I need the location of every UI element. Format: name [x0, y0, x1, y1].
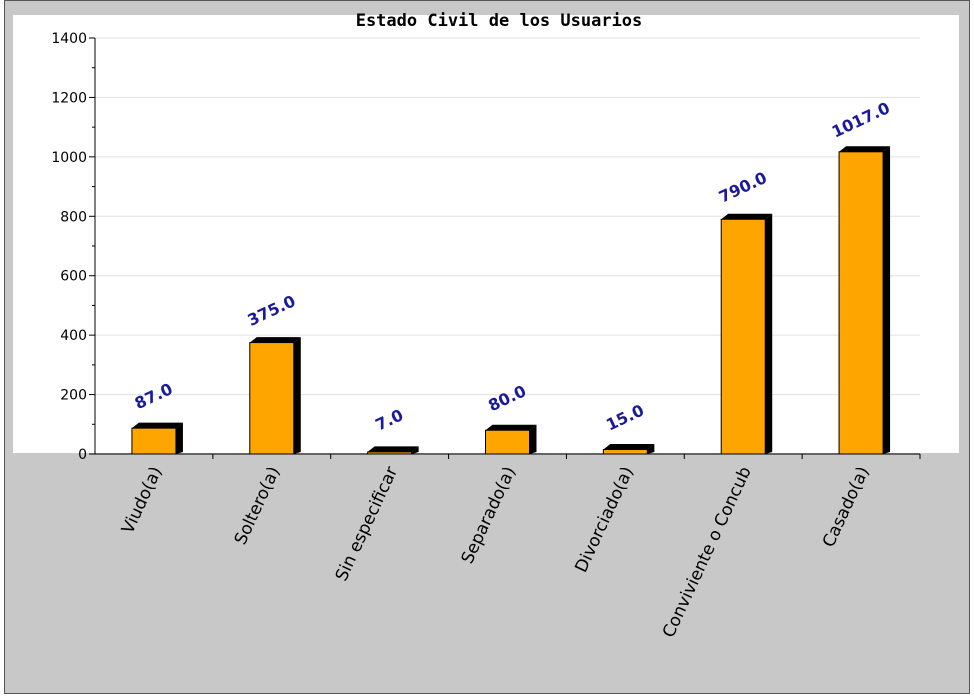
bar-side: [411, 446, 419, 454]
y-tick-label: 600: [60, 269, 87, 285]
x-tick-label: Soltero(a): [231, 464, 285, 548]
bar-top: [485, 424, 537, 431]
chart-frame: Estado Civil de los Usuarios 0 200 400 600 8…: [4, 0, 970, 694]
bar-chart: Estado Civil de los Usuarios 0 200 400 600 8…: [13, 11, 959, 641]
x-tick-label: Conviviente o Concub: [659, 464, 756, 641]
y-tick-label: 1200: [51, 90, 87, 106]
chart-title: Estado Civil de los Usuarios: [356, 11, 643, 31]
bar: [485, 429, 530, 455]
y-tick-label: 200: [60, 388, 87, 404]
bar: [602, 449, 648, 455]
y-tick-label: 1000: [51, 150, 87, 166]
y-tick-label: 0: [78, 447, 87, 463]
plot-background: [13, 15, 959, 453]
bar-top: [603, 444, 655, 450]
bar: [131, 427, 177, 455]
bar-top: [131, 422, 183, 429]
x-tick-label: Viudo(a): [118, 464, 166, 537]
bar-side: [647, 444, 655, 454]
bar-top: [367, 446, 419, 452]
bar-top: [249, 337, 301, 343]
y-tick-label: 1400: [51, 31, 87, 47]
bar-side: [293, 337, 301, 454]
bar: [720, 218, 766, 455]
bar-side: [175, 422, 183, 454]
x-tick-label: Separado(a): [458, 464, 520, 567]
x-tick-label: Divorciado(a): [571, 464, 637, 576]
y-tick-label: 400: [60, 328, 87, 344]
y-tick-label: 800: [60, 209, 87, 225]
bar: [249, 342, 295, 455]
x-tick-label: Casado(a): [819, 464, 874, 551]
bar-top: [839, 146, 891, 152]
bar-top: [721, 213, 773, 220]
x-tick-label: Sin especificar: [332, 464, 402, 585]
x-axis: Viudo(a) Soltero(a) Sin especificar Separad…: [95, 453, 921, 641]
bar-side: [529, 424, 537, 454]
bar-side: [883, 146, 891, 454]
y-axis: 0 200 400 600 800 1000 1200 1400: [51, 31, 96, 463]
bar-side: [765, 213, 773, 454]
bar: [838, 151, 884, 455]
grid-lines: [95, 37, 920, 396]
